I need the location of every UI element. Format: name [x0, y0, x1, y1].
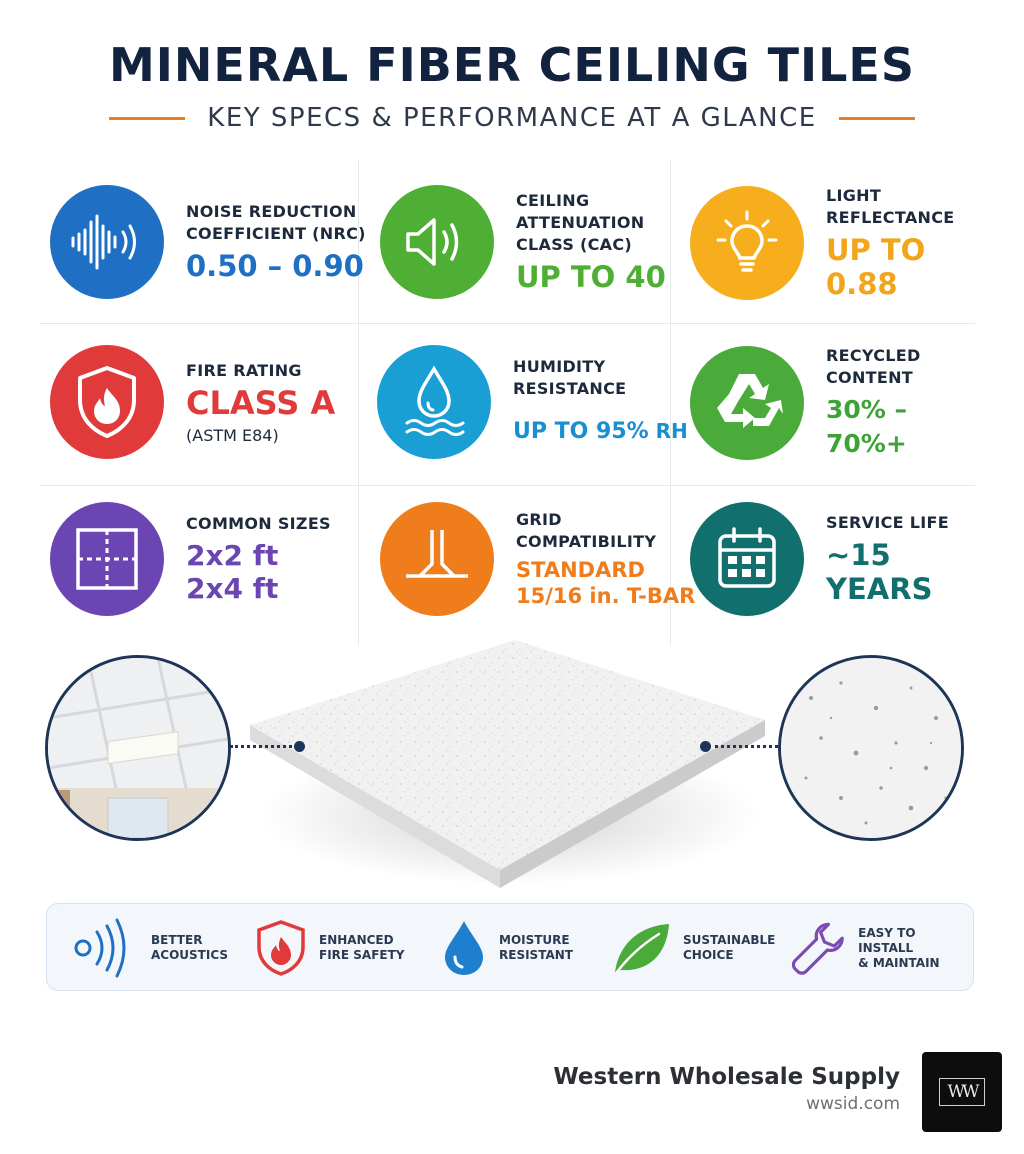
texture-zoom: [778, 655, 964, 841]
spec-cac: CEILING ATTENUATION CLASS (CAC) UP TO 40: [380, 185, 666, 299]
grid-divider: [670, 160, 671, 645]
spec-label: FIRE RATING: [186, 360, 302, 380]
spec-value: 2x2 ft 2x4 ft: [186, 539, 279, 605]
spec-value: UP TO 95%: [513, 418, 649, 444]
spec-grid: GRID COMPATIBILITY STANDARD 15/16 in. T-…: [380, 502, 695, 616]
tile-grid-icon: [50, 502, 164, 616]
spec-value: UP TO 40: [516, 260, 666, 294]
benefit-fire-safety: ENHANCED FIRE SAFETY: [255, 904, 404, 992]
spec-value: UP TO 0.88: [826, 233, 926, 301]
sound-wave-icon: [50, 185, 164, 299]
brand-logo-mark: WW: [939, 1078, 985, 1106]
spec-humidity: HUMIDITY RESISTANCE UP TO 95% RH: [377, 345, 688, 459]
spec-note: (ASTM E84): [186, 425, 279, 445]
spec-label: LIGHT REFLECTANCE: [826, 186, 955, 227]
benefit-acoustics: BETTER ACOUSTICS: [73, 904, 228, 992]
spec-label: HUMIDITY RESISTANCE: [513, 356, 627, 398]
water-drop-icon: [445, 921, 483, 975]
page-subtitle: KEY SPECS & PERFORMANCE AT A GLANCE: [207, 103, 817, 133]
callout-dot-left: [294, 741, 305, 752]
benefit-label: SUSTAINABLE CHOICE: [683, 933, 776, 962]
recycle-icon: [690, 346, 804, 460]
benefit-label: MOISTURE RESISTANT: [499, 933, 573, 962]
spec-label: CEILING ATTENUATION CLASS (CAC): [516, 191, 645, 254]
spec-fire: FIRE RATING CLASS A (ASTM E84): [50, 345, 335, 459]
benefit-moisture: MOISTURE RESISTANT: [441, 904, 573, 992]
spec-value: CLASS A: [186, 383, 336, 422]
grid-divider: [40, 485, 975, 486]
page-title: MINERAL FIBER CEILING TILES: [109, 38, 915, 92]
brand-url[interactable]: wwsid.com: [806, 1094, 900, 1114]
brand-logo: WW: [922, 1052, 1002, 1132]
acoustic-waves-icon: [74, 918, 126, 978]
subtitle-divider-left: [109, 116, 186, 120]
spec-value: ~15 YEARS: [826, 538, 933, 606]
benefits-bar: BETTER ACOUSTICS ENHANCED FIRE SAFETY MO…: [46, 903, 974, 991]
spec-value: 0.50 – 0.90: [186, 249, 364, 283]
spec-light: LIGHT REFLECTANCE UP TO 0.88: [690, 185, 975, 301]
benefit-sustainable: SUSTAINABLE CHOICE: [611, 904, 775, 992]
benefit-label: BETTER ACOUSTICS: [151, 933, 229, 962]
brand-name: Western Wholesale Supply: [553, 1064, 900, 1090]
brand-block: Western Wholesale Supply wwsid.com: [553, 1064, 900, 1114]
spec-value: STANDARD 15/16 in. T-BAR: [516, 558, 696, 608]
grid-divider: [358, 160, 359, 645]
specs-grid: NOISE REDUCTION COEFFICIENT (NRC) 0.50 –…: [40, 160, 975, 645]
installed-ceiling-zoom: [45, 655, 231, 841]
fire-shield-icon: [50, 345, 164, 459]
t-bar-icon: [380, 502, 494, 616]
subtitle-row: KEY SPECS & PERFORMANCE AT A GLANCE: [0, 100, 1024, 136]
lightbulb-icon: [690, 186, 804, 300]
benefit-label: EASY TO INSTALL & MAINTAIN: [858, 925, 940, 970]
spec-value: 30% – 70%+: [826, 395, 908, 458]
spec-life: SERVICE LIFE ~15 YEARS: [690, 502, 975, 616]
spec-unit: RH: [648, 418, 688, 443]
leaf-icon: [615, 924, 669, 974]
callout-line-left: [230, 745, 298, 748]
fire-shield-icon: [257, 920, 305, 976]
benefit-install: EASY TO INSTALL & MAINTAIN: [791, 904, 973, 992]
grid-divider: [40, 323, 975, 324]
spec-label: RECYCLED CONTENT: [826, 346, 921, 387]
callout-dot-right: [700, 741, 711, 752]
callout-line-right: [708, 745, 778, 748]
ceiling-tile-illustration: [250, 640, 765, 888]
wrench-icon: [791, 922, 844, 975]
spec-label: SERVICE LIFE: [826, 513, 949, 532]
subtitle-divider-right: [838, 116, 915, 120]
spec-label: NOISE REDUCTION COEFFICIENT (NRC): [186, 202, 366, 243]
spec-label: GRID COMPATIBILITY: [516, 510, 657, 551]
benefit-label: ENHANCED FIRE SAFETY: [319, 933, 405, 962]
calendar-icon: [690, 502, 804, 616]
spec-sizes: COMMON SIZES 2x2 ft 2x4 ft: [50, 502, 331, 616]
spec-nrc: NOISE REDUCTION COEFFICIENT (NRC) 0.50 –…: [50, 185, 366, 299]
speaker-icon: [380, 185, 494, 299]
water-drop-icon: [377, 345, 491, 459]
spec-recycled: RECYCLED CONTENT 30% – 70%+: [690, 345, 975, 461]
spec-label: COMMON SIZES: [186, 514, 331, 533]
